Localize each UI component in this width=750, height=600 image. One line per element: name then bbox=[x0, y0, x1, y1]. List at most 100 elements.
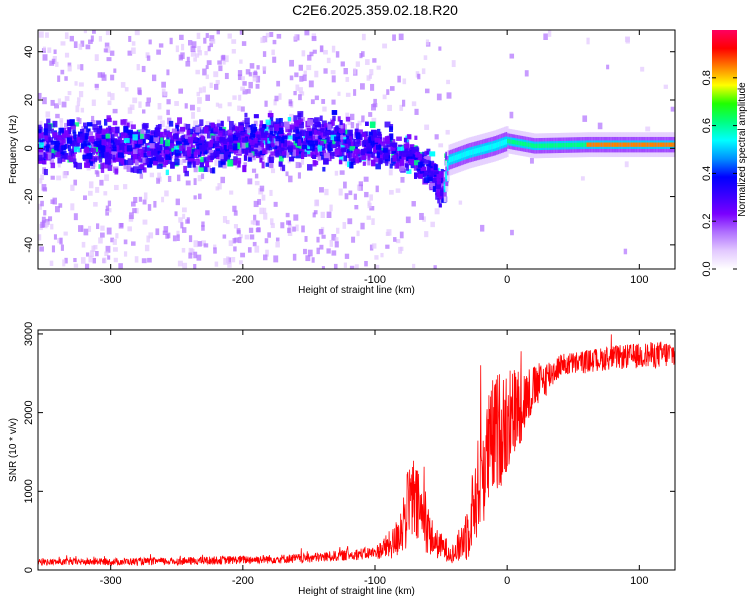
noise-speckle bbox=[165, 125, 171, 132]
noise-speckle bbox=[424, 124, 430, 130]
noise-speckle bbox=[272, 39, 277, 45]
noise-speckle bbox=[323, 49, 328, 55]
band-cell bbox=[147, 157, 153, 165]
noise-speckle bbox=[510, 229, 514, 236]
band-cell bbox=[429, 151, 436, 157]
ridge-core bbox=[673, 142, 675, 147]
noise-speckle bbox=[445, 129, 450, 135]
band-cell bbox=[223, 153, 229, 161]
noise-speckle bbox=[366, 75, 371, 81]
noise-speckle bbox=[375, 185, 379, 193]
band-cell bbox=[61, 154, 67, 159]
band-cell bbox=[269, 120, 274, 128]
noise-speckle bbox=[58, 203, 63, 208]
ridge-core bbox=[532, 143, 536, 148]
band-cell bbox=[382, 148, 388, 153]
band-cell bbox=[334, 136, 340, 142]
noise-speckle bbox=[54, 206, 60, 213]
band-cell bbox=[129, 133, 135, 139]
band-cell bbox=[104, 158, 111, 165]
band-cell bbox=[43, 168, 48, 176]
ridge-core bbox=[624, 142, 628, 147]
noise-speckle bbox=[306, 64, 312, 71]
y-tick-label: 3000 bbox=[23, 322, 35, 346]
ridge-core bbox=[457, 153, 461, 160]
noise-speckle bbox=[353, 68, 357, 75]
band-cell bbox=[375, 144, 382, 150]
band-cell bbox=[46, 124, 52, 132]
band-cell bbox=[417, 162, 423, 168]
ridge-core bbox=[651, 142, 655, 147]
noise-speckle bbox=[136, 64, 140, 71]
noise-speckle bbox=[132, 208, 137, 214]
ridge-core bbox=[648, 142, 652, 147]
band-cell bbox=[280, 136, 285, 144]
band-cell bbox=[310, 135, 316, 141]
noise-speckle bbox=[138, 89, 142, 96]
band-cell bbox=[152, 156, 159, 163]
ridge-core bbox=[572, 142, 576, 148]
band-cell bbox=[173, 133, 179, 140]
x-tick-label: -300 bbox=[100, 274, 122, 286]
band-cell bbox=[220, 158, 226, 165]
noise-speckle bbox=[88, 181, 94, 189]
noise-speckle bbox=[265, 249, 269, 257]
noise-speckle bbox=[369, 206, 375, 211]
ridge-core bbox=[640, 142, 644, 147]
ridge-core bbox=[611, 142, 615, 147]
noise-speckle bbox=[124, 87, 129, 92]
ridge-core bbox=[446, 162, 450, 169]
noise-speckle bbox=[339, 170, 345, 175]
ridge-core bbox=[564, 143, 568, 148]
band-cell bbox=[377, 131, 382, 137]
noise-speckle bbox=[373, 98, 377, 104]
noise-speckle bbox=[423, 55, 428, 60]
band-cell bbox=[181, 143, 186, 151]
noise-speckle bbox=[185, 180, 191, 186]
ridge-core bbox=[602, 142, 606, 147]
noise-speckle bbox=[190, 51, 196, 57]
noise-speckle bbox=[213, 71, 219, 78]
ridge-core bbox=[641, 142, 645, 147]
noise-speckle bbox=[38, 92, 42, 100]
band-cell bbox=[358, 129, 363, 134]
noise-speckle bbox=[196, 32, 201, 39]
band-cell bbox=[255, 142, 261, 148]
band-cell bbox=[202, 139, 207, 146]
band-cell bbox=[189, 153, 195, 159]
band-cell bbox=[106, 127, 110, 133]
band-cell bbox=[343, 155, 348, 162]
band-cell bbox=[279, 117, 283, 124]
noise-speckle bbox=[307, 249, 313, 257]
noise-speckle bbox=[141, 258, 147, 264]
band-cell bbox=[404, 147, 409, 153]
noise-speckle bbox=[249, 63, 255, 69]
band-cell bbox=[101, 128, 107, 135]
noise-speckle bbox=[218, 103, 223, 109]
ridge-core bbox=[562, 143, 566, 148]
noise-speckle bbox=[254, 245, 260, 253]
noise-speckle bbox=[321, 266, 325, 269]
noise-speckle bbox=[157, 172, 161, 179]
noise-speckle bbox=[355, 61, 360, 67]
band-cell bbox=[55, 151, 61, 158]
ridge-core bbox=[621, 142, 625, 147]
band-cell bbox=[432, 177, 439, 183]
band-cell bbox=[142, 167, 147, 173]
noise-speckle bbox=[146, 97, 151, 103]
x-tick-label: -100 bbox=[364, 274, 386, 286]
band-cell bbox=[435, 183, 441, 190]
band-cell bbox=[389, 133, 394, 140]
noise-speckle bbox=[361, 115, 365, 123]
ridge-core bbox=[561, 143, 565, 148]
noise-speckle bbox=[114, 184, 119, 191]
noise-speckle bbox=[253, 200, 259, 208]
band-cell bbox=[187, 136, 194, 143]
band-cell bbox=[169, 146, 174, 152]
noise-speckle bbox=[203, 37, 207, 44]
band-cell bbox=[313, 161, 319, 166]
band-cell bbox=[423, 177, 430, 183]
noise-speckle bbox=[287, 227, 291, 234]
band-cell bbox=[59, 127, 64, 134]
noise-speckle bbox=[146, 55, 151, 61]
